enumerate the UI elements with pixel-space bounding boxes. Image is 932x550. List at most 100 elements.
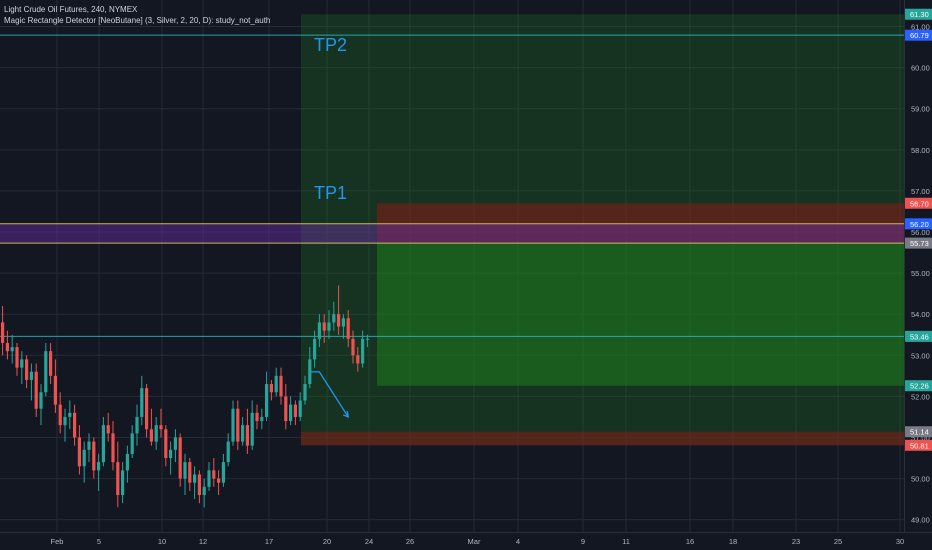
price-tick-label: 55.00	[911, 269, 930, 278]
candle-body	[188, 462, 192, 483]
candle	[293, 400, 297, 426]
candle	[365, 334, 369, 348]
price-badge-label: 51.14	[910, 428, 929, 437]
candle-body	[106, 425, 110, 434]
candle	[87, 433, 91, 463]
candle-body	[53, 375, 57, 405]
candle	[202, 478, 206, 508]
price-tick-label: 60.00	[911, 64, 930, 73]
candle	[20, 351, 24, 385]
candle-body	[245, 425, 249, 446]
candle	[77, 425, 81, 475]
candle	[58, 392, 62, 434]
candle-body	[351, 338, 355, 356]
price-tick-label: 53.00	[911, 351, 930, 360]
candle-body	[313, 338, 317, 360]
candle	[356, 347, 360, 372]
candle-body	[269, 384, 273, 393]
candle	[274, 367, 278, 397]
time-tick-label: 24	[365, 537, 373, 546]
candle-body	[10, 347, 14, 352]
time-tick-label: 10	[158, 537, 166, 546]
price-badge-label: 56.20	[910, 220, 929, 229]
candle	[135, 404, 139, 446]
candle-body	[63, 416, 67, 426]
price-badge: 60.79	[905, 29, 932, 41]
price-axis[interactable]: 61.00 60.00 59.00 58.00 57.00 56.00 55.00 54.00…	[904, 0, 932, 532]
price-badge-label: 61.30	[910, 10, 929, 19]
price-badge-bg	[905, 439, 932, 451]
candle	[173, 429, 177, 463]
price-badge: 51.14	[905, 426, 932, 438]
price-badge-label: 56.70	[910, 199, 929, 208]
candle-body	[178, 437, 182, 479]
price-badge-bg	[905, 330, 932, 342]
candle-body	[317, 322, 321, 339]
candle	[226, 433, 230, 467]
candle	[10, 334, 14, 364]
annotations: TP2 TP1	[314, 35, 347, 203]
price-badge-bg	[905, 197, 932, 209]
candle-body	[125, 453, 129, 471]
candle	[188, 458, 192, 491]
time-tick-label: 30	[896, 537, 904, 546]
candle	[154, 416, 158, 450]
candle-body	[231, 408, 235, 442]
candle	[221, 453, 225, 487]
price-badge: 52.26	[905, 380, 932, 392]
candle	[121, 462, 125, 504]
candle	[241, 416, 245, 446]
price-badge-bg	[905, 218, 932, 230]
candle-body	[193, 474, 197, 483]
candle	[116, 441, 120, 508]
price-badge-label: 53.46	[910, 332, 929, 341]
candle-body	[44, 351, 48, 393]
price-badge: 50.81	[905, 439, 932, 451]
candle-body	[49, 351, 53, 376]
candle-body	[265, 384, 269, 417]
candle	[140, 375, 144, 426]
candle-body	[97, 462, 101, 471]
candle	[169, 441, 173, 475]
candle-body	[15, 347, 19, 368]
target-zone	[377, 243, 904, 386]
candle-body	[20, 359, 24, 368]
price-badge: 55.73	[905, 237, 932, 249]
candle-body	[149, 429, 153, 442]
zones	[0, 14, 904, 446]
candle-body	[164, 429, 168, 459]
candle	[49, 342, 53, 385]
time-tick-label: 5	[97, 537, 101, 546]
candle-body	[284, 396, 288, 422]
candle	[68, 400, 72, 430]
candle-body	[29, 371, 33, 380]
candle-body	[1, 322, 5, 343]
candle	[217, 470, 221, 496]
candle	[92, 437, 96, 479]
time-axis[interactable]: Feb 5 10 12 17 20 24 26 Mar 4 9 11 16 18 23 25 30	[0, 532, 932, 550]
candle	[63, 408, 67, 442]
candle	[15, 342, 19, 376]
candle-body	[154, 425, 158, 442]
price-badge-bg	[905, 8, 932, 20]
price-axis-bg	[904, 0, 932, 532]
candle-body	[82, 449, 86, 467]
candle-body	[298, 400, 302, 417]
price-badge-label: 52.26	[910, 382, 929, 391]
candle-body	[116, 462, 120, 496]
price-tick-label: 58.00	[911, 146, 930, 155]
time-tick-label: 11	[622, 537, 630, 546]
candle	[193, 466, 197, 500]
price-tick-label: 52.00	[911, 392, 930, 401]
candle	[1, 305, 5, 356]
price-tick-label: 56.00	[911, 228, 930, 237]
price-badge: 61.30	[905, 8, 932, 20]
candle-body	[121, 470, 125, 496]
candle-body	[226, 441, 230, 463]
candle-body	[34, 371, 38, 409]
candle	[317, 314, 321, 348]
candle	[332, 301, 336, 331]
price-badge-bg	[905, 380, 932, 392]
